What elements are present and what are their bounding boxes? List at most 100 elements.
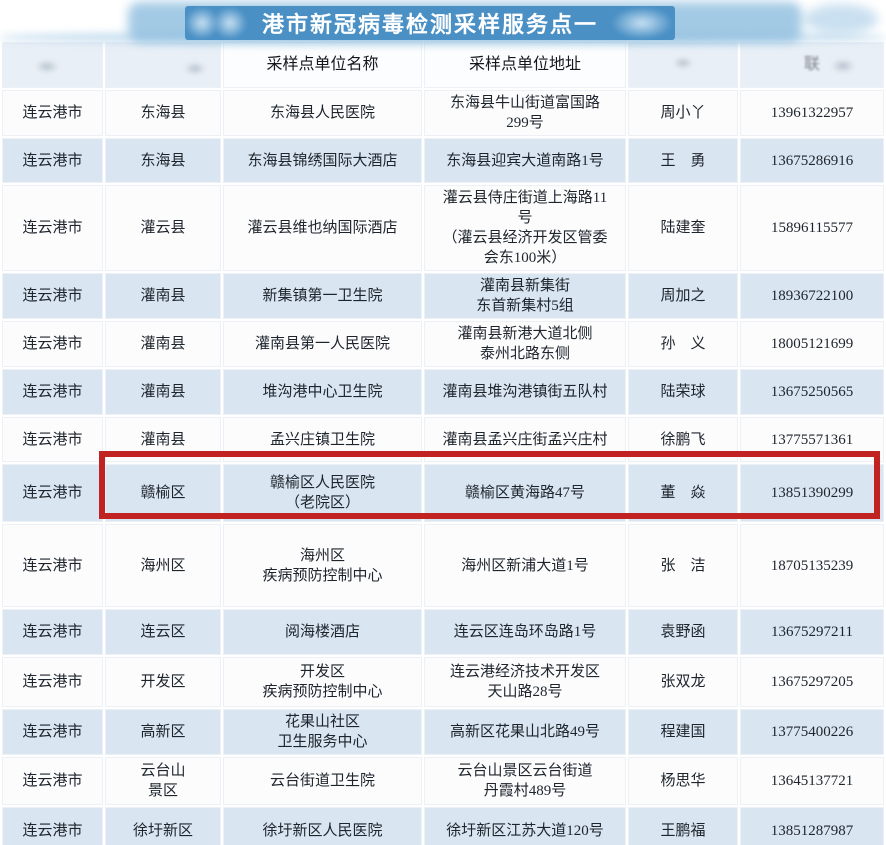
cell-city: 连云港市	[2, 657, 103, 707]
censor-smudge	[673, 57, 693, 69]
title-strip: 港市新冠病毒检测采样服务点一	[185, 6, 675, 40]
cell-city: 连云港市	[2, 90, 103, 136]
cell-district: 连云区	[105, 609, 221, 655]
cell-contact: 陆建奎	[628, 185, 738, 271]
cell-address: 灌南县新港大道北侧 泰州北路东侧	[424, 321, 626, 367]
cell-district: 东海县	[105, 90, 221, 136]
cell-unit-name: 堆沟港中心卫生院	[223, 369, 422, 415]
cell-unit-name: 东海县人民医院	[223, 90, 422, 136]
censor-smudge	[831, 59, 855, 73]
table-row: 连云港市 海州区 海州区 疾病预防控制中心 海州区新浦大道1号 张 洁 1870…	[2, 524, 884, 607]
cell-district: 高新区	[105, 709, 221, 755]
cell-unit-name: 云台街道卫生院	[223, 757, 422, 805]
cell-city: 连云港市	[2, 807, 103, 845]
column-header-phone-partial: 联	[803, 56, 820, 73]
cell-unit-name: 阅海楼酒店	[223, 609, 422, 655]
cell-phone: 13675286916	[740, 138, 884, 183]
table-row: 连云港市 高新区 花果山社区 卫生服务中心 高新区花果山北路49号 程建国 13…	[2, 709, 884, 755]
cell-contact: 杨思华	[628, 757, 738, 805]
header-row: 采样点单位名称 采样点单位地址 联	[2, 42, 884, 88]
table-row: 连云港市 灌南县 新集镇第一卫生院 灌南县新集街 东首新集村5组 周加之 189…	[2, 273, 884, 319]
cell-district: 开发区	[105, 657, 221, 707]
cell-address: 东海县迎宾大道南路1号	[424, 138, 626, 183]
cell-district: 灌南县	[105, 273, 221, 319]
cell-contact: 张 洁	[628, 524, 738, 607]
table-row: 连云港市 徐圩新区 徐圩新区人民医院 徐圩新区江苏大道120号 王鹏福 1385…	[2, 807, 884, 845]
censor-smudge	[35, 60, 59, 73]
table-row: 连云港市 灌云县 灌云县维也纳国际酒店 灌云县侍庄街道上海路11 号 （灌云县经…	[2, 185, 884, 271]
censor-smudge	[184, 62, 206, 75]
cell-unit-name: 灌南县第一人民医院	[223, 321, 422, 367]
cell-address: 云台山景区云台街道 丹霞村489号	[424, 757, 626, 805]
cell-city: 连云港市	[2, 185, 103, 271]
cell-district: 徐圩新区	[105, 807, 221, 845]
censor-band	[128, 2, 802, 42]
cell-city: 连云港市	[2, 369, 103, 415]
cell-city: 连云港市	[2, 757, 103, 805]
censor-smudge	[185, 7, 219, 39]
table-row: 连云港市 开发区 开发区 疾病预防控制中心 连云港经济技术开发区 天山路28号 …	[2, 657, 884, 707]
cell-unit-name: 花果山社区 卫生服务中心	[223, 709, 422, 755]
cell-unit-name: 赣榆区人民医院 （老院区）	[223, 464, 422, 522]
cell-district: 灌南县	[105, 417, 221, 462]
column-header-contact	[628, 42, 738, 88]
title-banner: 港市新冠病毒检测采样服务点一	[0, 0, 886, 44]
column-header-phone: 联	[740, 42, 884, 88]
table-row: 连云港市 东海县 东海县锦绣国际大酒店 东海县迎宾大道南路1号 王 勇 1367…	[2, 138, 884, 183]
cell-address: 连云区连岛环岛路1号	[424, 609, 626, 655]
cell-district: 东海县	[105, 138, 221, 183]
cell-contact: 张双龙	[628, 657, 738, 707]
cell-city: 连云港市	[2, 464, 103, 522]
cell-city: 连云港市	[2, 273, 103, 319]
cell-city: 连云港市	[2, 709, 103, 755]
cell-contact: 徐鹏飞	[628, 417, 738, 462]
cell-contact: 王鹏福	[628, 807, 738, 845]
cell-unit-name: 东海县锦绣国际大酒店	[223, 138, 422, 183]
cell-phone: 13851390299	[740, 464, 884, 522]
cell-address: 海州区新浦大道1号	[424, 524, 626, 607]
cell-unit-name: 灌云县维也纳国际酒店	[223, 185, 422, 271]
cell-phone: 13851287987	[740, 807, 884, 845]
censor-smudge	[213, 7, 247, 39]
column-header-city	[2, 42, 103, 88]
page-title: 港市新冠病毒检测采样服务点一	[261, 12, 598, 37]
cell-city: 连云港市	[2, 609, 103, 655]
cell-unit-name: 孟兴庄镇卫生院	[223, 417, 422, 462]
cell-contact: 陆荣球	[628, 369, 738, 415]
cell-address: 灌南县堆沟港镇街五队村	[424, 369, 626, 415]
cell-contact: 周小丫	[628, 90, 738, 136]
cell-address: 徐圩新区江苏大道120号	[424, 807, 626, 845]
cell-contact: 王 勇	[628, 138, 738, 183]
cell-phone: 13775571361	[740, 417, 884, 462]
cell-address: 灌云县侍庄街道上海路11 号 （灌云县经济开发区管委 会东100米）	[424, 185, 626, 271]
cell-address: 连云港经济技术开发区 天山路28号	[424, 657, 626, 707]
cell-phone: 13675250565	[740, 369, 884, 415]
cell-contact: 程建国	[628, 709, 738, 755]
cell-address: 东海县牛山街道富国路 299号	[424, 90, 626, 136]
cell-address: 高新区花果山北路49号	[424, 709, 626, 755]
cell-district: 赣榆区	[105, 464, 221, 522]
cell-address: 灌南县新集街 东首新集村5组	[424, 273, 626, 319]
cell-unit-name: 徐圩新区人民医院	[223, 807, 422, 845]
sampling-points-table: 采样点单位名称 采样点单位地址 联 连云港市 东海县 东海县人民医院 东海县牛山…	[0, 40, 886, 845]
table-row: 连云港市 灌南县 灌南县第一人民医院 灌南县新港大道北侧 泰州北路东侧 孙 义 …	[2, 321, 884, 367]
cell-city: 连云港市	[2, 138, 103, 183]
cell-phone: 18705135239	[740, 524, 884, 607]
cell-contact: 袁野函	[628, 609, 738, 655]
table-row: 连云港市 东海县 东海县人民医院 东海县牛山街道富国路 299号 周小丫 139…	[2, 90, 884, 136]
table-row: 连云港市 云台山 景区 云台街道卫生院 云台山景区云台街道 丹霞村489号 杨思…	[2, 757, 884, 805]
cell-phone: 18005121699	[740, 321, 884, 367]
cell-district: 灌云县	[105, 185, 221, 271]
cell-contact: 孙 义	[628, 321, 738, 367]
table-row-highlighted: 连云港市 赣榆区 赣榆区人民医院 （老院区） 赣榆区黄海路47号 董 焱 138…	[2, 464, 884, 522]
cell-phone: 13675297211	[740, 609, 884, 655]
column-header-unit-address: 采样点单位地址	[424, 42, 626, 88]
cell-district: 灌南县	[105, 369, 221, 415]
cell-district: 海州区	[105, 524, 221, 607]
cell-phone: 13775400226	[740, 709, 884, 755]
cell-phone: 18936722100	[740, 273, 884, 319]
cell-city: 连云港市	[2, 321, 103, 367]
column-header-unit-name: 采样点单位名称	[223, 42, 422, 88]
cell-phone: 15896115577	[740, 185, 884, 271]
